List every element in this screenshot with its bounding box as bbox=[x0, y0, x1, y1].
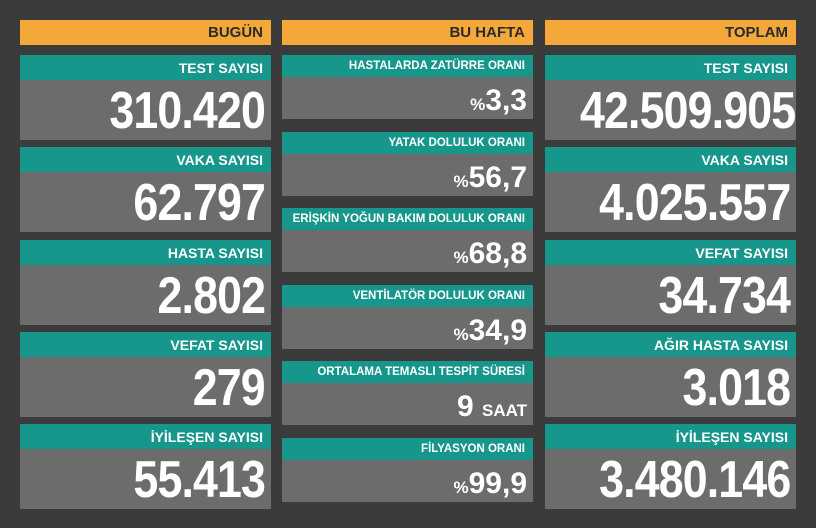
column: BU HAFTA HASTALARDA ZATÜRRE ORANI %3,3 YATA… bbox=[282, 20, 533, 502]
stat-card: ORTALAMA TEMASLI TESPİT SÜRESİ 9 SAAT bbox=[282, 361, 533, 425]
stat-value: %34,9 bbox=[282, 306, 533, 349]
stat-label: İYİLEŞEN SAYISI bbox=[545, 424, 796, 450]
stat-label: ORTALAMA TEMASLI TESPİT SÜRESİ bbox=[282, 361, 533, 383]
stat-value: 9 SAAT bbox=[282, 383, 533, 425]
stat-card: FİLYASYON ORANI %99,9 bbox=[282, 437, 533, 502]
column: TOPLAM TEST SAYISI 42.509.905 VAKA SAYISI 4.… bbox=[545, 20, 796, 510]
stat-card: YATAK DOLULUK ORANI %56,7 bbox=[282, 131, 533, 196]
value: 4.025.557 bbox=[598, 174, 791, 233]
value: 9 bbox=[456, 390, 474, 423]
value: 56,7 bbox=[468, 160, 527, 194]
value: 42.509.905 bbox=[580, 82, 796, 140]
value: 62.797 bbox=[133, 174, 265, 233]
value: 34.734 bbox=[658, 266, 790, 325]
value: 34,9 bbox=[468, 313, 527, 347]
stat-label: VENTİLATÖR DOLULUK ORANI bbox=[282, 284, 533, 307]
stat-label: VAKA SAYISI bbox=[20, 147, 271, 173]
column: BUGÜN TEST SAYISI 310.420 VAKA SAYISI 62.797… bbox=[20, 20, 271, 510]
unit-prefix: % bbox=[453, 248, 469, 267]
stat-value: 55.413 bbox=[20, 449, 271, 510]
stat-label: YATAK DOLULUK ORANI bbox=[282, 131, 533, 154]
stat-card: VEFAT SAYISI 34.734 bbox=[545, 239, 796, 325]
stat-value: 279 bbox=[20, 356, 271, 417]
stat-value: 62.797 bbox=[20, 172, 271, 233]
stat-value: 4.025.557 bbox=[545, 172, 796, 233]
column-header: TOPLAM bbox=[545, 20, 796, 45]
stat-card: İYİLEŞEN SAYISI 3.480.146 bbox=[545, 424, 796, 510]
unit-prefix: % bbox=[470, 95, 486, 114]
stat-value: 310.420 bbox=[20, 80, 271, 140]
value: 68,8 bbox=[468, 237, 527, 270]
stat-value: %3,3 bbox=[282, 77, 533, 119]
stat-card: HASTALARDA ZATÜRRE ORANI %3,3 bbox=[282, 55, 533, 119]
stat-card: ERİŞKİN YOĞUN BAKIM DOLULUK ORANI %68,8 bbox=[282, 208, 533, 272]
stat-card: TEST SAYISI 42.509.905 bbox=[545, 55, 796, 140]
value: 310.420 bbox=[109, 82, 265, 140]
unit-prefix: % bbox=[453, 324, 469, 344]
stat-label: VEFAT SAYISI bbox=[20, 331, 271, 357]
stat-label: TEST SAYISI bbox=[20, 55, 271, 80]
value: 55.413 bbox=[133, 451, 265, 510]
stat-label: TEST SAYISI bbox=[545, 55, 796, 80]
value: 99,9 bbox=[468, 466, 527, 500]
stat-card: VENTİLATÖR DOLULUK ORANI %34,9 bbox=[282, 284, 533, 349]
column-header: BU HAFTA bbox=[282, 20, 533, 45]
stat-label: VAKA SAYISI bbox=[545, 147, 796, 173]
stat-value: 3.018 bbox=[545, 356, 796, 417]
stat-value: 2.802 bbox=[20, 264, 271, 325]
unit-prefix: % bbox=[453, 477, 469, 497]
stat-card: VAKA SAYISI 4.025.557 bbox=[545, 147, 796, 233]
stat-card: VEFAT SAYISI 279 bbox=[20, 331, 271, 417]
value: 2.802 bbox=[157, 266, 265, 325]
stat-value: %99,9 bbox=[282, 459, 533, 502]
unit-prefix: % bbox=[453, 171, 469, 191]
stat-card: TEST SAYISI 310.420 bbox=[20, 55, 271, 140]
stat-label: VEFAT SAYISI bbox=[545, 239, 796, 265]
stat-label: FİLYASYON ORANI bbox=[282, 437, 533, 460]
stat-card: VAKA SAYISI 62.797 bbox=[20, 147, 271, 233]
stat-value: 3.480.146 bbox=[545, 449, 796, 510]
value: 279 bbox=[192, 358, 266, 417]
stat-value: 34.734 bbox=[545, 264, 796, 325]
stat-label: HASTA SAYISI bbox=[20, 239, 271, 265]
stat-value: %68,8 bbox=[282, 230, 533, 272]
stat-label: ERİŞKİN YOĞUN BAKIM DOLULUK ORANI bbox=[282, 208, 533, 230]
stat-card: AĞIR HASTA SAYISI 3.018 bbox=[545, 331, 796, 417]
stat-label: İYİLEŞEN SAYISI bbox=[20, 424, 271, 450]
value: 3.018 bbox=[682, 358, 790, 417]
column-header: BUGÜN bbox=[20, 20, 271, 45]
stat-value: %56,7 bbox=[282, 153, 533, 196]
stat-card: HASTA SAYISI 2.802 bbox=[20, 239, 271, 325]
stat-label: AĞIR HASTA SAYISI bbox=[545, 331, 796, 357]
value: 3,3 bbox=[485, 84, 527, 117]
unit-suffix: SAAT bbox=[481, 401, 527, 420]
stat-value: 42.509.905 bbox=[545, 80, 796, 140]
value: 3.480.146 bbox=[598, 451, 791, 510]
stat-card: İYİLEŞEN SAYISI 55.413 bbox=[20, 424, 271, 510]
stat-label: HASTALARDA ZATÜRRE ORANI bbox=[282, 55, 533, 77]
